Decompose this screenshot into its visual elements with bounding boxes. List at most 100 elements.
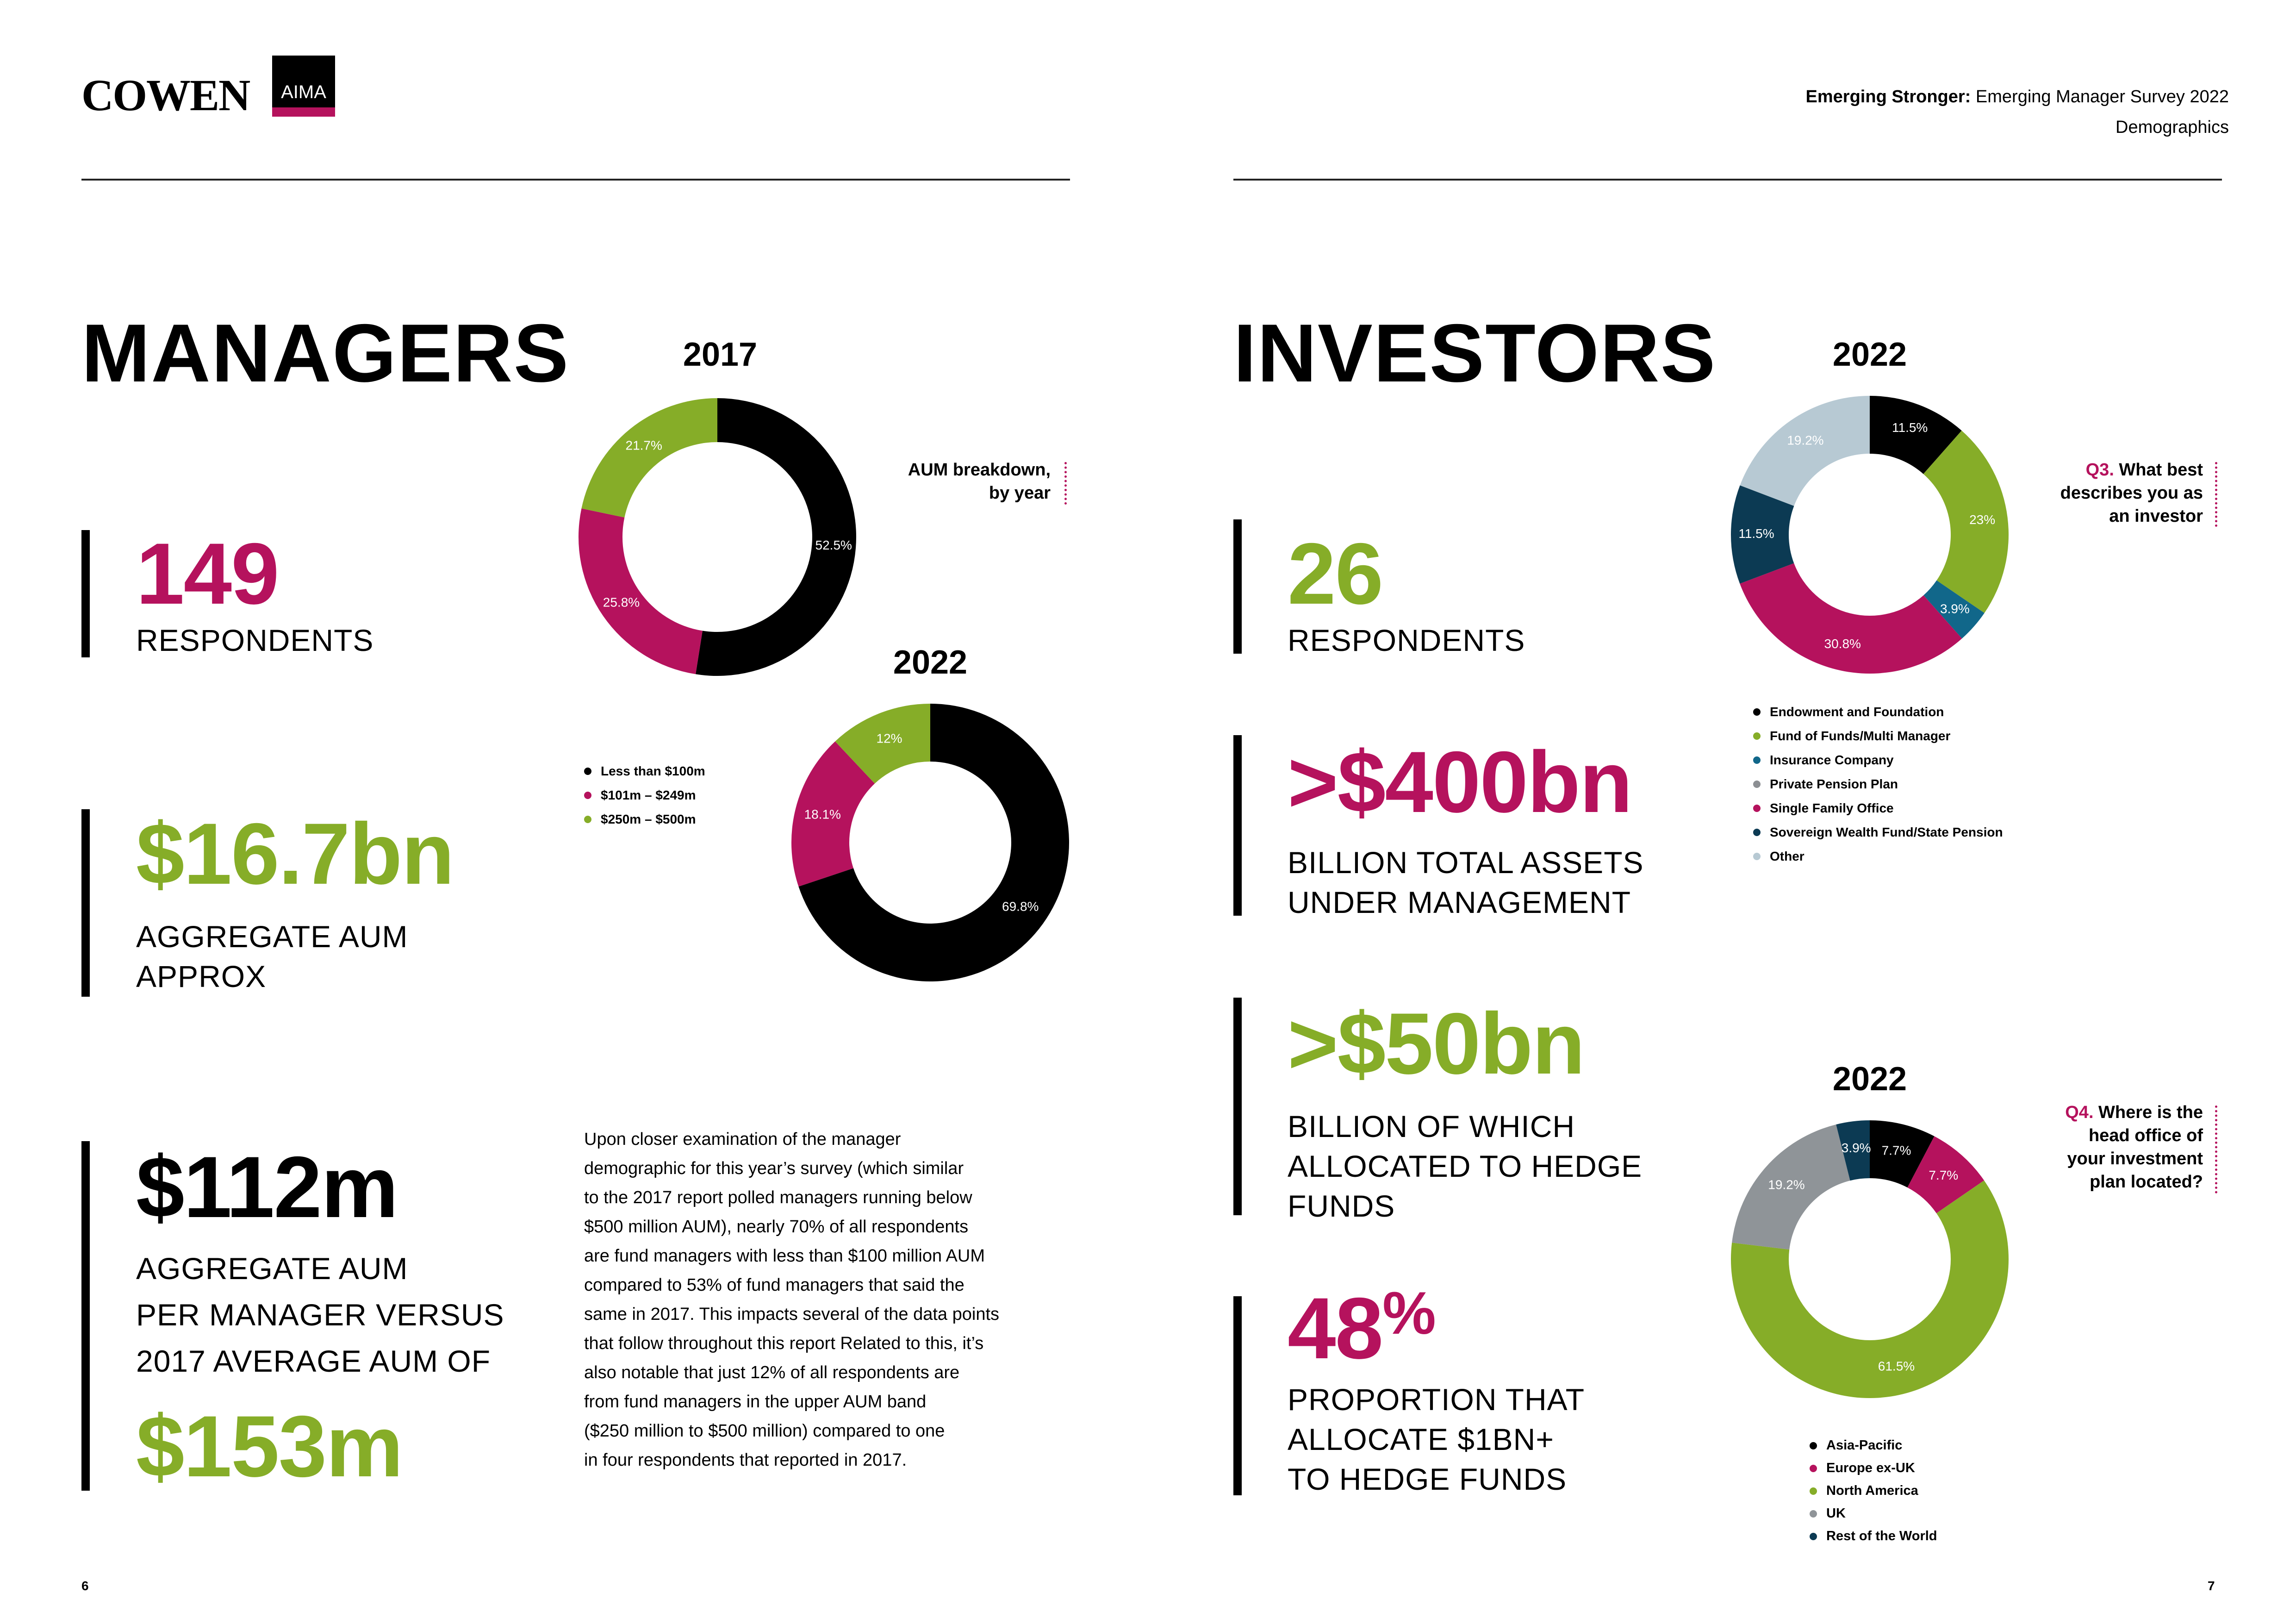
donut-slice-sovereign-wealth-fund-state-pension [1731,485,1794,584]
legend-item: Single Family Office [1753,796,2003,820]
aima-logo-text: AIMA [281,82,326,102]
donut-data-label: 19.2% [1768,1178,1804,1192]
aum-breakdown-note: AUM breakdown, by year [908,460,1051,503]
donut-data-label: 7.7% [1929,1168,1958,1182]
legend-item: Endowment and Foundation [1753,700,2003,724]
managers-respondents-label: RESPONDENTS [136,623,374,657]
legend-item: Fund of Funds/Multi Manager [1753,724,2003,748]
donut-data-label: 7.7% [1882,1143,1911,1157]
investors-total-assets-label: BILLION TOTAL ASSETS UNDER MANAGEMENT [1288,845,1644,919]
managers-2017-avg-value: $153m [136,1398,403,1495]
legend-item: Insurance Company [1753,748,2003,772]
stat-divider [1233,1296,1242,1495]
report-header: Emerging Stronger: Emerging Manager Surv… [1674,81,2229,143]
investors-proportion-label: PROPORTION THAT ALLOCATE $1BN+ TO HEDGE … [1288,1382,1585,1496]
donut-data-label: 61.5% [1878,1359,1915,1373]
investors-title: INVESTORS [1233,307,1717,399]
donut-data-label: 21.7% [626,438,662,453]
donut-slice-fund-of-funds-multi-manager [1923,431,2009,613]
investors-proportion-value: 48% [1288,1279,1436,1377]
managers-paragraph: Upon closer examination of the manager d… [584,1130,1000,1470]
legend-item: $250m – $500m [584,807,705,831]
legend-item: $101m – $249m [584,783,705,807]
donut-data-label: 25.8% [603,595,640,609]
donut-data-label: 11.5% [1892,420,1928,435]
donut-slice-rest-of-the-world [1836,1120,1870,1181]
cowen-logo: COWEN [81,70,250,120]
donut-slice-250m-500m [581,398,717,518]
donut-chart-2017: 52.5% 25.8% 21.7% [579,398,856,676]
stat-divider [81,530,90,657]
donut-slice-101m-249m [579,508,703,675]
q3-dotted-line [2215,462,2217,527]
donut-svg: 69.8% 18.1% 12% [791,704,1069,981]
managers-aum-label: AGGREGATE AUM APPROX [136,919,408,993]
stat-divider [81,809,90,997]
donut-data-label: 12% [877,731,902,745]
donut-data-label: 18.1% [804,807,841,822]
legend-item: Sovereign Wealth Fund/State Pension [1753,820,2003,844]
legend-item: Private Pension Plan [1753,772,2003,796]
legend-item: Other [1753,844,2003,868]
legend-item: Less than $100m [584,759,705,783]
stat-divider [1233,735,1242,916]
stat-divider [1233,998,1242,1215]
investors-respondents-label: RESPONDENTS [1288,623,1525,657]
header-divider-right [1233,179,2222,181]
donut-slice-europe-ex-uk [1907,1136,1985,1213]
chart-q4-title: 2022 [1832,1061,1907,1098]
stat-divider [81,1141,90,1491]
legend-item: Europe ex-UK [1810,1457,1937,1480]
head-office-legend: Asia-Pacific Europe ex-UK North America … [1810,1434,1937,1548]
donut-slice-single-family-office [1740,563,1962,674]
section-name: Demographics [2116,118,2229,137]
donut-data-label: 30.8% [1824,637,1861,651]
donut-data-label: 19.2% [1787,433,1823,448]
donut-slice-other [1740,396,1870,506]
report-title: Emerging Stronger: Emerging Manager Surv… [1805,87,2229,106]
chart-2017-title: 2017 [683,336,758,373]
managers-avg-aum-label: AGGREGATE AUM PER MANAGER VERSUS 2017 AV… [136,1251,504,1378]
donut-data-label: 69.8% [1002,899,1039,914]
investors-total-assets-value: >$400bn [1288,733,1633,831]
donut-chart-investor-type: 11.5% 23% 3.9% 30.8% 11.5% 19.2% [1731,396,2009,674]
investors-hedge-alloc-value: >$50bn [1288,995,1585,1092]
aima-logo: AIMA [272,56,335,117]
chart-q3-title: 2022 [1832,336,1907,373]
donut-slice-insurance-company [1923,580,1985,639]
donut-svg: 11.5% 23% 3.9% 30.8% 11.5% 19.2% [1731,396,2009,674]
donut-slice-250m-500m [835,704,930,784]
managers-respondents-value: 149 [136,525,280,622]
investors-respondents-value: 26 [1288,525,1383,622]
investor-type-legend: Endowment and Foundation Fund of Funds/M… [1753,700,2003,868]
legend-item: Asia-Pacific [1810,1434,1937,1457]
chart-2022-title: 2022 [893,644,968,681]
donut-data-label: 52.5% [815,538,852,552]
legend-item: Rest of the World [1810,1525,1937,1548]
donut-slice-north-america [1731,1180,2009,1398]
donut-slice-endowment-and-foundation [1870,396,1962,474]
legend-item: UK [1810,1502,1937,1525]
donut-slice-less-than-100m [696,398,856,676]
managers-aum-value: $16.7bn [136,805,454,902]
investors-hedge-alloc-label: BILLION OF WHICH ALLOCATED TO HEDGE FUND… [1288,1109,1643,1223]
aum-note-dotted-line [1064,462,1067,505]
managers-title: MANAGERS [81,307,570,399]
aima-logo-stripe [272,107,335,117]
q4-dotted-line [2215,1106,2217,1193]
donut-chart-head-office: 7.7% 7.7% 61.5% 19.2% 3.9% [1731,1120,2009,1398]
stat-divider [1233,519,1242,654]
donut-svg: 52.5% 25.8% 21.7% [579,398,856,676]
q4-question: Q4. Where is the head office of your inv… [2065,1103,2203,1192]
donut-slice-less-than-100m [798,704,1069,981]
donut-data-label: 3.9% [1842,1141,1871,1155]
donut-data-label: 3.9% [1940,601,1970,616]
donut-slice-asia-pacific [1870,1120,1935,1188]
donut-chart-2022-managers: 69.8% 18.1% 12% [791,704,1069,981]
donut-data-label: 11.5% [1738,526,1774,541]
managers-avg-aum-value: $112m [136,1138,398,1236]
header-divider-left [81,179,1070,181]
managers-aum-legend: Less than $100m $101m – $249m $250m – $5… [584,759,705,831]
donut-svg: 7.7% 7.7% 61.5% 19.2% 3.9% [1731,1120,2009,1398]
page-number-right: 7 [2208,1579,2215,1593]
